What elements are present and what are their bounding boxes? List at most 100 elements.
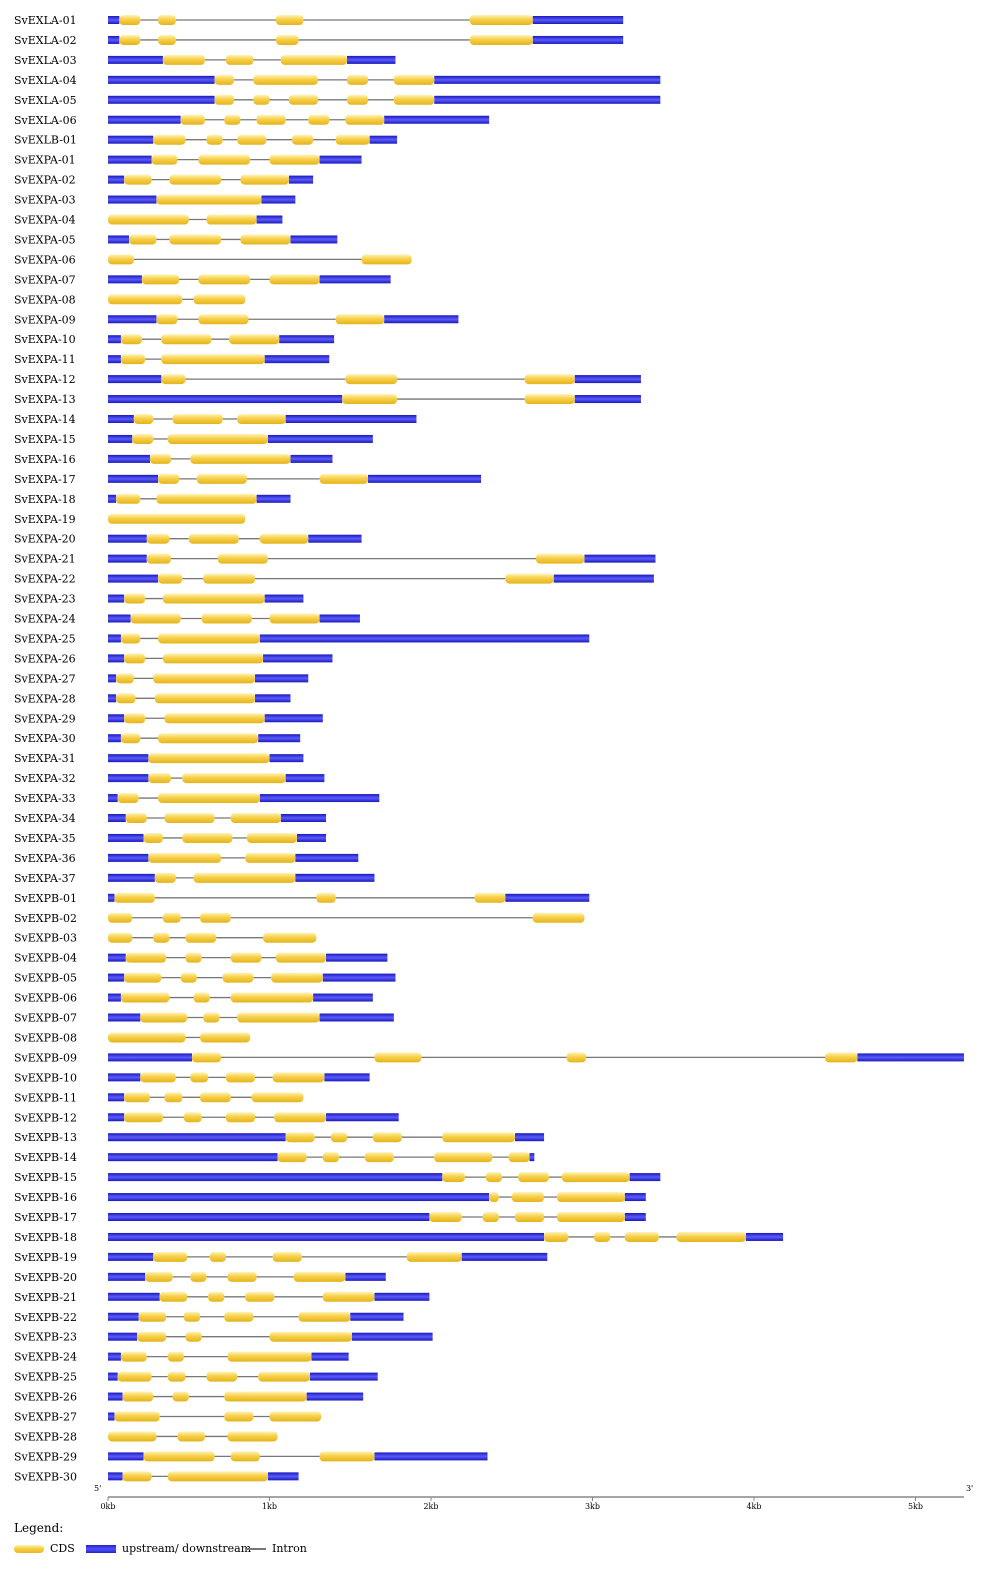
gene-row: SvEXPA-08	[14, 293, 246, 306]
cds-exon	[269, 1411, 322, 1422]
gene-name-label: SvEXPA-08	[14, 293, 76, 306]
gene-name-label: SvEXPA-11	[14, 353, 76, 366]
cds-exon	[269, 154, 320, 165]
gene-row: SvEXPB-22	[14, 1311, 404, 1324]
gene-row: SvEXPA-31	[14, 752, 304, 765]
gene-row: SvEXPB-28	[14, 1430, 278, 1443]
gene-row: SvEXPA-25	[14, 632, 590, 645]
gene-row: SvEXPB-26	[14, 1391, 364, 1404]
upstream-region	[108, 833, 144, 842]
cds-exon	[224, 114, 241, 125]
gene-name-label: SvEXLB-01	[14, 134, 77, 147]
downstream-region	[347, 55, 396, 64]
cds-exon	[442, 1172, 465, 1183]
cds-exon	[201, 613, 252, 624]
cds-exon	[514, 1212, 545, 1222]
legend-intron-label: Intron	[272, 1542, 307, 1555]
cds-exon	[200, 1032, 251, 1043]
legend-cds-label: CDS	[50, 1542, 75, 1555]
cds-exon	[130, 613, 181, 624]
cds-exon	[227, 1351, 312, 1362]
downstream-region	[295, 853, 359, 862]
cds-exon	[143, 832, 163, 843]
cds-exon	[120, 334, 142, 345]
gene-structure-diagram: SvEXLA-01 SvEXLA-02 SvEXLA-03 SvEXLA-04 SvEX…	[14, 14, 973, 1511]
cds-exon	[322, 1152, 339, 1163]
downstream-region	[584, 554, 656, 563]
downstream-region	[324, 1073, 370, 1082]
upstream-region	[108, 973, 125, 982]
cds-exon	[237, 1012, 320, 1023]
downstream-region	[279, 335, 335, 344]
cds-exon	[124, 1092, 150, 1103]
upstream-region	[108, 654, 125, 663]
gene-row: SvEXPB-04	[14, 952, 388, 965]
legend-cds: CDS	[14, 1542, 75, 1555]
downstream-region	[256, 215, 283, 224]
gene-row: SvEXPB-14	[14, 1151, 535, 1164]
cds-exon	[335, 314, 385, 325]
upstream-region	[108, 1173, 443, 1182]
gene-name-label: SvEXPB-02	[14, 912, 77, 925]
cds-exon	[347, 74, 369, 85]
gene-name-label: SvEXPB-24	[14, 1351, 77, 1364]
cds-exon	[237, 134, 267, 145]
downstream-region	[434, 75, 661, 84]
cds-exon	[393, 94, 435, 105]
cds-exon	[167, 1351, 184, 1362]
cds-exon	[319, 1451, 375, 1462]
gene-name-label: SvEXPA-12	[14, 373, 76, 386]
cds-exon	[269, 613, 320, 624]
cds-exon	[280, 54, 348, 65]
gene-name-label: SvEXPB-13	[14, 1131, 77, 1144]
upstream-region	[108, 434, 133, 443]
cds-exon	[288, 94, 318, 105]
gene-row: SvEXPA-16	[14, 453, 333, 466]
cds-exon	[347, 94, 369, 105]
scale-axis: 5' 3' 0kb 1kb 2kb 3kb 4kb 5kb	[94, 1484, 973, 1511]
gene-row: SvEXPA-17	[14, 473, 482, 486]
cds-exon	[188, 533, 239, 544]
cds-exon	[185, 932, 217, 943]
cds-exon	[153, 1251, 188, 1262]
cds-exon	[117, 1371, 152, 1382]
upstream-region	[108, 1213, 430, 1221]
upstream-region	[108, 1013, 141, 1022]
intron-swatch	[246, 1547, 266, 1550]
downstream-region	[351, 1332, 433, 1341]
downstream-region	[288, 175, 314, 184]
gene-name-label: SvEXPA-19	[14, 513, 76, 526]
cds-exon	[191, 1052, 222, 1063]
gene-row: SvEXPA-10	[14, 333, 335, 346]
gene-name-label: SvEXPB-06	[14, 992, 77, 1005]
cds-exon	[227, 1431, 278, 1442]
gene-row: SvEXPB-25	[14, 1371, 378, 1384]
gene-name-label: SvEXPA-13	[14, 393, 76, 406]
gene-row: SvEXPA-33	[14, 792, 380, 805]
cds-exon	[146, 553, 171, 564]
cds-exon	[185, 952, 202, 963]
cds-exon	[158, 34, 176, 45]
cds-exon	[277, 1152, 307, 1163]
cds-exon	[182, 773, 286, 784]
cds-exon	[161, 354, 265, 365]
cds-exon	[156, 314, 178, 325]
legend-utr: upstream/ downstream	[86, 1542, 251, 1555]
gene-name-label: SvEXPB-14	[14, 1151, 77, 1164]
upstream-region	[108, 873, 155, 882]
legend-title: Legend:	[14, 1521, 64, 1535]
cds-exon	[162, 54, 205, 65]
gene-name-label: SvEXPA-15	[14, 433, 76, 446]
gene-row: SvEXPB-27	[14, 1411, 322, 1424]
downstream-region	[434, 95, 661, 104]
cds-exon	[128, 234, 157, 245]
cds-exon	[251, 1092, 304, 1103]
cds-exon	[263, 932, 317, 943]
cds-exon	[214, 94, 234, 105]
downstream-region	[267, 1472, 299, 1481]
cds-exon	[141, 274, 180, 285]
cds-exon	[159, 1291, 188, 1302]
cds-exon	[474, 892, 506, 903]
cds-exon	[133, 414, 154, 424]
gene-row: SvEXPB-20	[14, 1271, 386, 1284]
